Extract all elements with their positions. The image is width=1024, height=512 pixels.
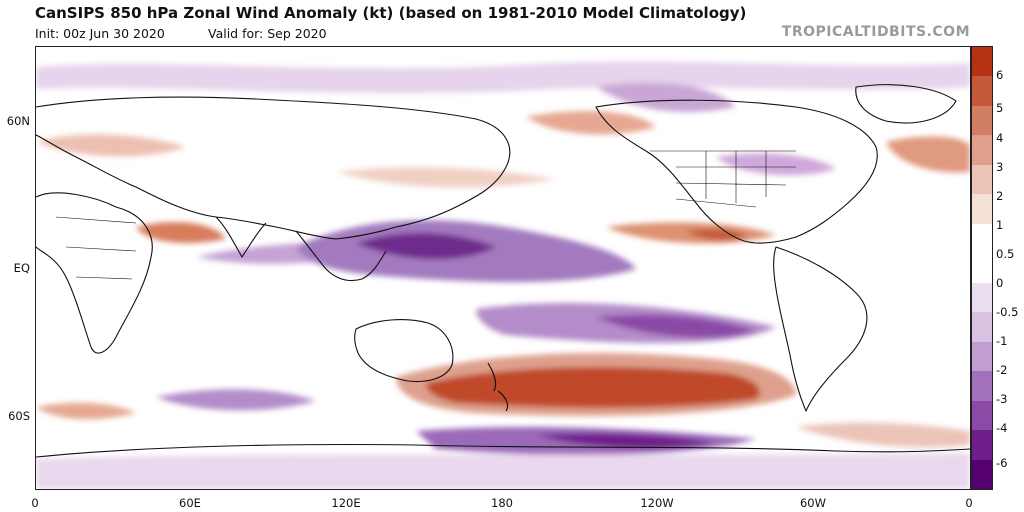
colorbar [971, 46, 993, 490]
anomaly-shading-north-band [36, 61, 970, 94]
colorbar-segment [972, 223, 992, 254]
colorbar-segment [972, 47, 992, 77]
anomaly-shading-arabian-pos [136, 222, 226, 243]
coastline-antarctica [36, 443, 970, 458]
colorbar-label: -6 [996, 456, 1008, 470]
colorbar-segment [972, 312, 992, 342]
lon-label-60e: 60E [179, 496, 201, 510]
border-africa-countries [55, 216, 137, 280]
lat-label-eq: EQ [13, 261, 30, 275]
colorbar-label: 0.5 [996, 247, 1015, 261]
anomaly-shading-southern-pos-core [426, 367, 760, 408]
colorbar-segment [972, 194, 992, 224]
colorbar-label: 3 [996, 160, 1004, 174]
brand-watermark: TROPICALTIDBITS.COM [781, 24, 970, 40]
colorbar-segment [972, 164, 992, 195]
coastline-eurasia [36, 96, 511, 240]
lon-label-0-east: 0 [965, 496, 973, 510]
anomaly-shading-midlat-pos [336, 167, 556, 188]
colorbar-label: 0 [996, 276, 1004, 290]
coastline-australia [354, 319, 454, 383]
anomaly-shading-atlantic-pos [886, 136, 970, 173]
anomaly-shading-south-pacific-neg-core [596, 314, 756, 338]
anomaly-shading-eurasia-pos [36, 134, 186, 157]
valid-time: Valid for: Sep 2020 [208, 26, 327, 41]
colorbar-segment [972, 430, 992, 460]
colorbar-label: -2 [996, 363, 1008, 377]
colorbar-label: 6 [996, 68, 1004, 82]
border-usa-states [675, 151, 796, 203]
colorbar-label: 4 [996, 131, 1004, 145]
anomaly-shading-east-pacific-core [686, 229, 748, 241]
colorbar-segment [972, 253, 992, 283]
coastline-india [215, 216, 267, 258]
lon-label-120w: 120W [640, 496, 674, 510]
colorbar-label: -0.5 [996, 305, 1019, 319]
colorbar-label: -1 [996, 334, 1008, 348]
anomaly-shading-antarctic-core [536, 433, 716, 449]
colorbar-label: 5 [996, 101, 1004, 115]
anomaly-shading-far-south [36, 453, 970, 489]
colorbar-segment [972, 400, 992, 431]
lon-label-180: 180 [491, 496, 513, 510]
colorbar-label: -4 [996, 421, 1008, 435]
border-usa-mexico [675, 198, 757, 208]
coastline-greenland [855, 84, 957, 124]
anomaly-shading-south-atlantic-pos [36, 402, 136, 420]
lon-label-0-west: 0 [31, 496, 39, 510]
anomaly-map [36, 47, 970, 489]
init-time: Init: 00z Jun 30 2020 [35, 26, 165, 41]
lat-label-60s: 60S [8, 409, 30, 423]
anomaly-shading-north-pacific-pos [526, 111, 656, 135]
anomaly-shading-arctic [596, 82, 736, 113]
colorbar-segment [972, 76, 992, 106]
colorbar-segment [972, 105, 992, 136]
map-panel [35, 46, 971, 490]
anomaly-shading-antarctic-pos [796, 422, 970, 448]
colorbar-label: 1 [996, 218, 1004, 232]
lat-label-60n: 60N [6, 114, 30, 128]
lon-label-60w: 60W [799, 496, 827, 510]
map-title: CanSIPS 850 hPa Zonal Wind Anomaly (kt) … [35, 4, 747, 22]
anomaly-shading-south-indian-neg [156, 389, 316, 411]
colorbar-label: -3 [996, 392, 1008, 406]
colorbar-segment [972, 135, 992, 165]
coastline-south-america [773, 246, 868, 412]
anomaly-shading-north-america-neg [716, 153, 836, 176]
coastline-africa [36, 192, 153, 354]
anomaly-shading-warm-pool-core [356, 232, 496, 260]
colorbar-segment [972, 459, 992, 490]
colorbar-segment [972, 371, 992, 401]
colorbar-segment [972, 282, 992, 313]
colorbar-segment [972, 341, 992, 372]
coastline-southeast-asia [295, 230, 387, 282]
coastline-new-zealand [487, 362, 509, 412]
lon-label-120e: 120E [331, 496, 361, 510]
colorbar-label: 2 [996, 189, 1004, 203]
coastline-north-america [595, 99, 878, 244]
